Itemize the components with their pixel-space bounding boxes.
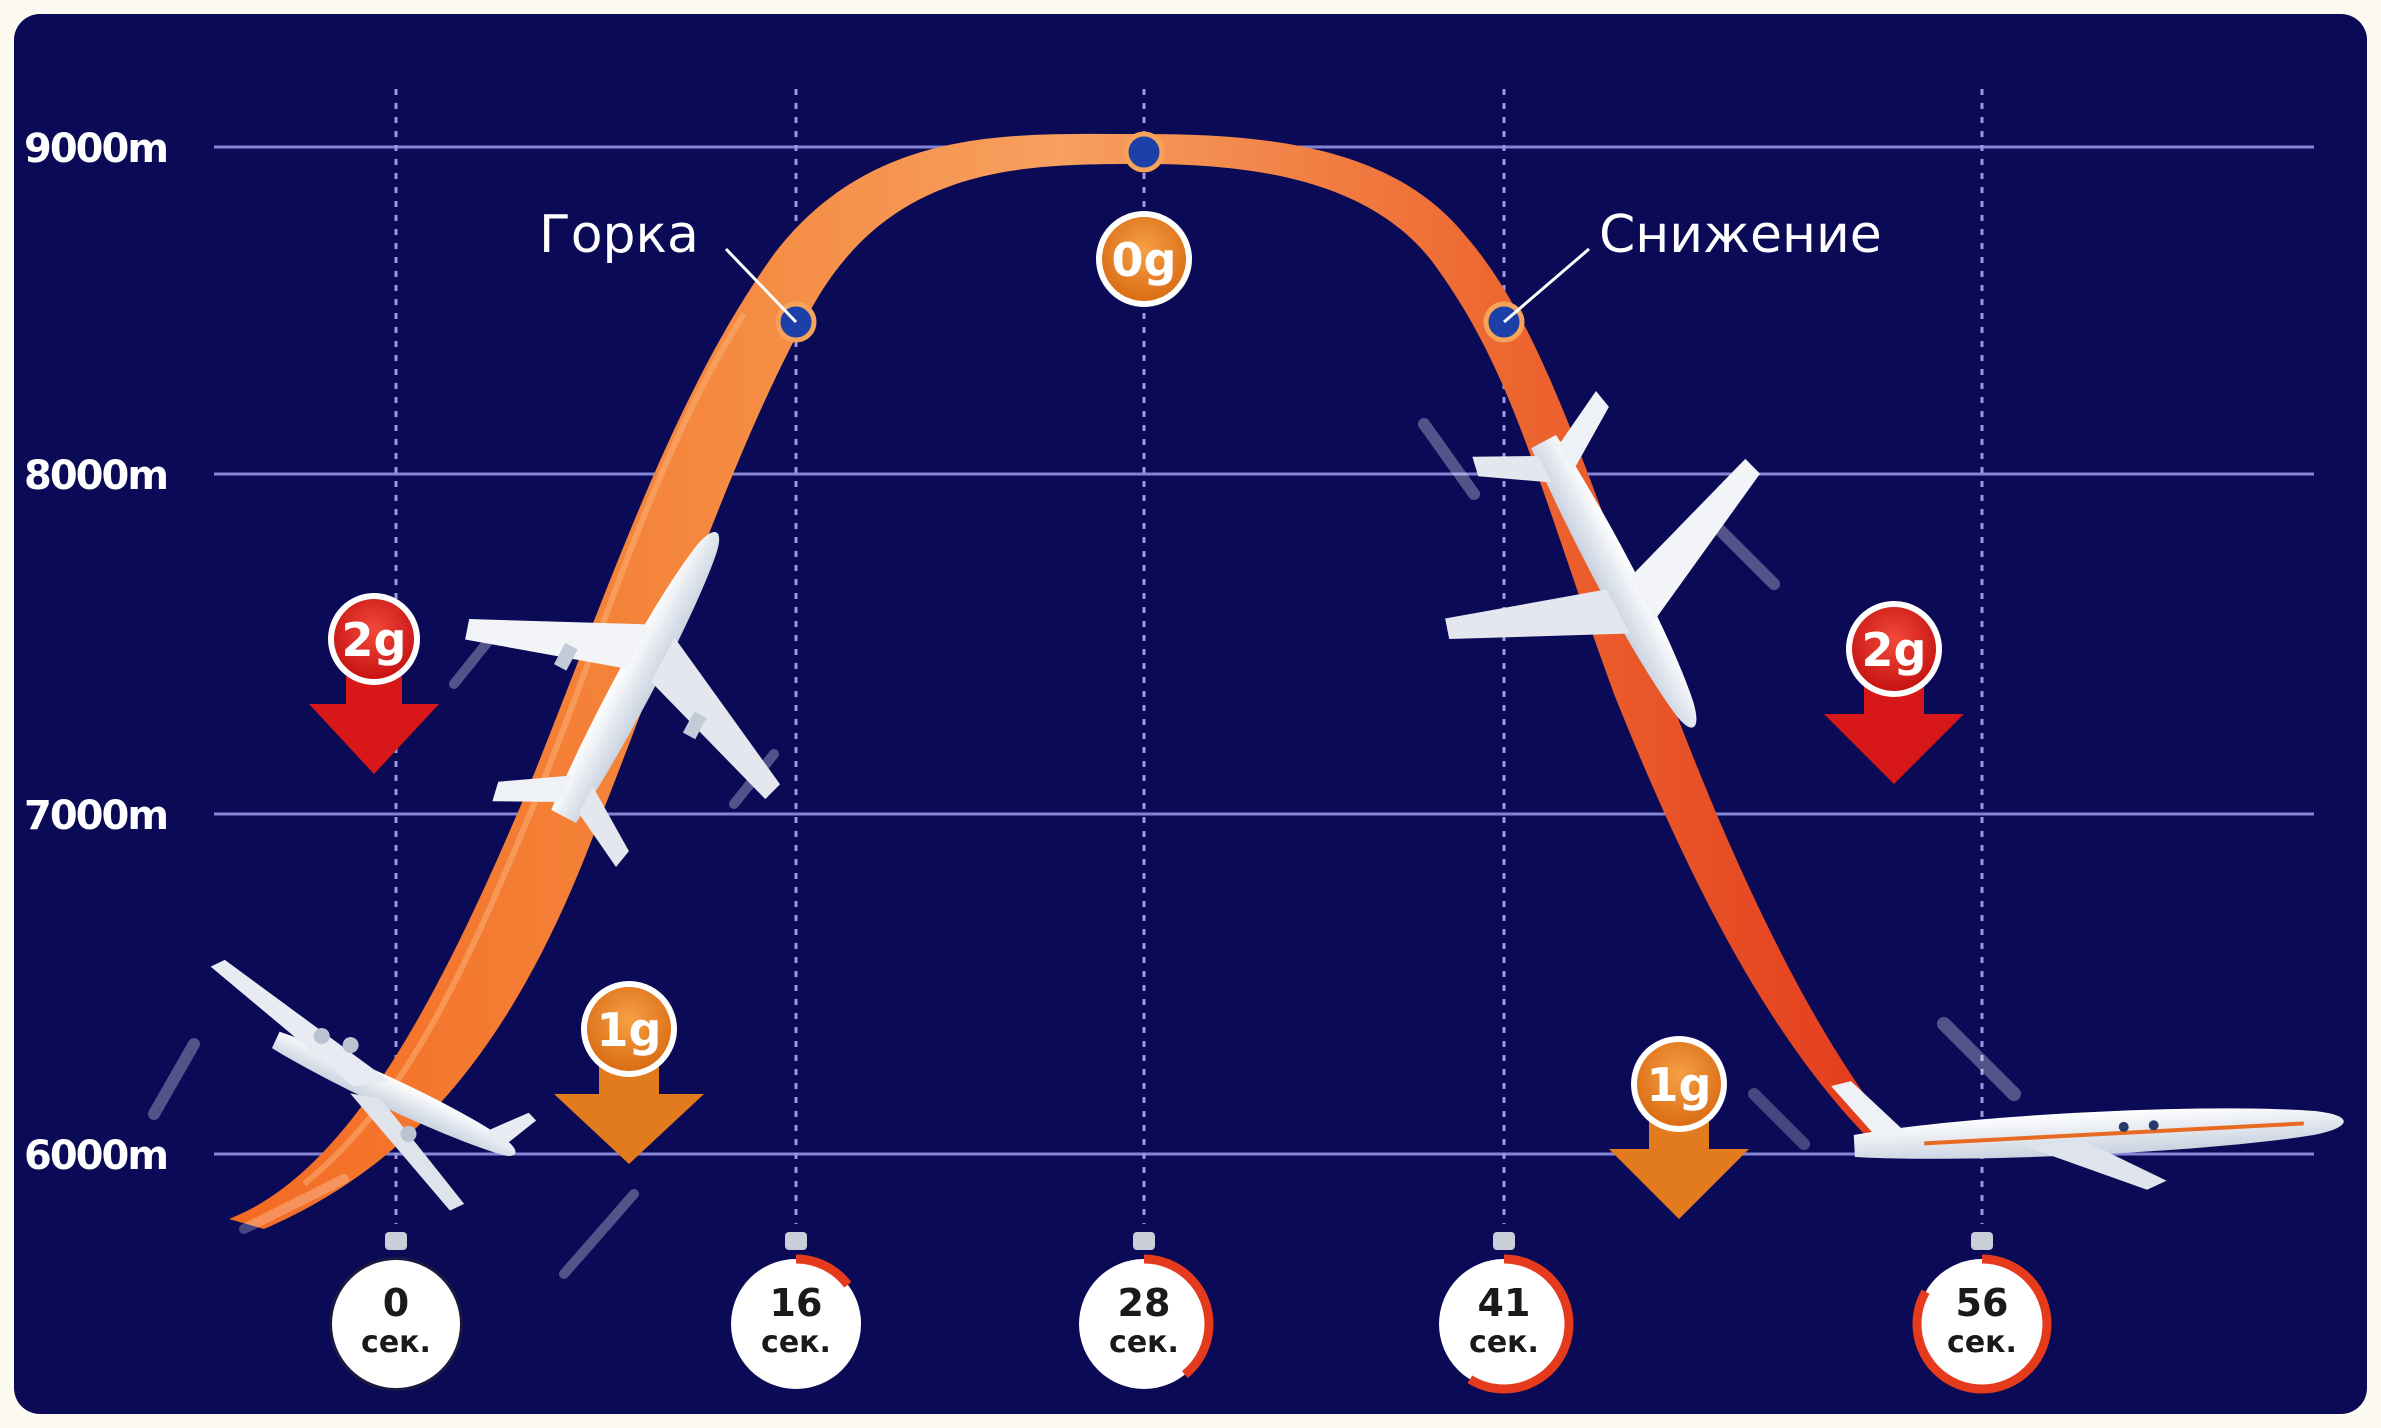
timer-56: 56 сек. (1912, 1232, 2052, 1394)
airplane-entry (210, 959, 537, 1211)
g-badge-top: 0g (1096, 211, 1192, 307)
timer-41-unit: сек. (1469, 1325, 1539, 1360)
g-badge-top-text: 0g (1112, 233, 1177, 287)
airplane-climb (465, 532, 781, 867)
timer-16-unit: сек. (761, 1325, 831, 1360)
timer-0: 0 сек. (329, 1232, 463, 1391)
timer-0-value: 0 (383, 1281, 409, 1325)
altitude-labels: 9000m 8000m 7000m 6000m (24, 126, 169, 1179)
label-descent: Снижение (1599, 205, 1882, 265)
timer-0-unit: сек. (361, 1325, 431, 1360)
timer-16: 16 сек. (726, 1232, 866, 1394)
g-badge-right-2g: 2g (1824, 601, 1964, 784)
phase-labels: Горка Снижение (539, 205, 1882, 324)
altitude-label-6000: 6000m (24, 1133, 167, 1179)
label-climb: Горка (539, 205, 699, 265)
parabolic-flight-diagram: 9000m 8000m 7000m 6000m (24, 89, 2344, 1394)
altitude-label-8000: 8000m (24, 453, 167, 499)
descent-leader-line (1503, 247, 1590, 324)
marker-apex (1123, 131, 1165, 173)
g-badge-right-1g-text: 1g (1647, 1058, 1712, 1112)
altitude-label-9000: 9000m (24, 126, 167, 172)
g-badge-right-2g-text: 2g (1862, 623, 1927, 677)
airplane-exit (1831, 1081, 2344, 1190)
climb-leader-line (724, 247, 798, 324)
timer-16-value: 16 (770, 1281, 823, 1325)
motion-streaks (148, 418, 2021, 1279)
g-badge-left-2g-text: 2g (342, 613, 407, 667)
g-badge-right-1g: 1g (1609, 1036, 1749, 1219)
altitude-label-7000: 7000m (24, 793, 167, 839)
timer-41: 41 сек. (1434, 1232, 1574, 1394)
g-badge-left-2g: 2g (309, 593, 439, 774)
g-badge-left-1g: 1g (554, 981, 704, 1164)
timer-56-unit: сек. (1947, 1325, 2017, 1360)
timer-28: 28 сек. (1074, 1232, 1214, 1394)
airplane-descent (1445, 391, 1761, 728)
timer-28-value: 28 (1118, 1281, 1171, 1325)
g-badge-left-1g-text: 1g (597, 1003, 662, 1057)
timer-41-value: 41 (1478, 1281, 1531, 1325)
timer-56-value: 56 (1956, 1281, 2009, 1325)
timer-28-unit: сек. (1109, 1325, 1179, 1360)
diagram-frame: 9000m 8000m 7000m 6000m (14, 14, 2367, 1414)
